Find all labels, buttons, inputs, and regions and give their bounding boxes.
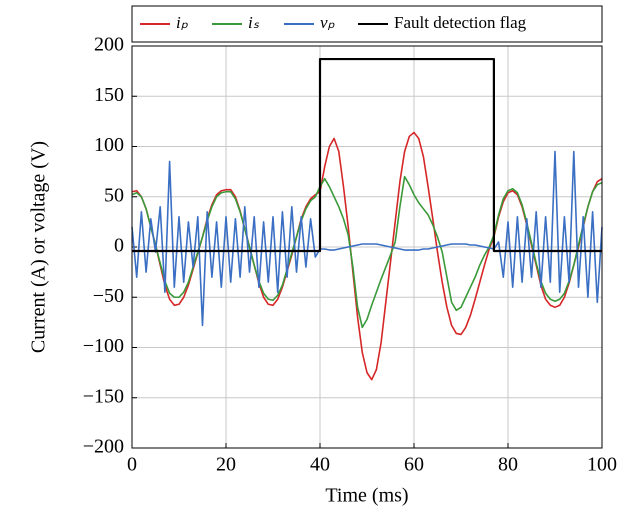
x-tick-label: 100 — [587, 454, 617, 476]
series-line — [131, 175, 603, 329]
series-line — [131, 150, 603, 327]
y-tick-label: 200 — [94, 34, 124, 56]
x-tick-label: 60 — [404, 454, 424, 476]
y-tick-label: 150 — [94, 84, 124, 106]
y-tick-label: 50 — [104, 184, 124, 206]
legend-label: iₛ — [248, 13, 260, 32]
y-axis-label: Current (A) or voltage (V) — [28, 141, 50, 353]
x-tick-label: 40 — [310, 454, 330, 476]
x-tick-label: 80 — [498, 454, 518, 476]
legend-label: iₚ — [176, 13, 189, 32]
y-tick-label: 0 — [114, 235, 124, 257]
x-tick-label: 20 — [216, 454, 236, 476]
y-tick-label: −200 — [83, 436, 124, 458]
y-tick-label: −50 — [93, 285, 124, 307]
series-line — [132, 57, 602, 253]
series-line — [131, 131, 603, 381]
y-tick-label: 100 — [94, 134, 124, 156]
y-tick-label: −100 — [83, 335, 124, 357]
y-tick-label: −150 — [83, 385, 124, 407]
legend-label: Fault detection flag — [394, 13, 527, 32]
plot-frame — [131, 45, 603, 449]
x-axis-label: Time (ms) — [325, 485, 408, 507]
legend-label: vₚ — [320, 13, 336, 32]
x-tick-label: 0 — [127, 454, 137, 476]
